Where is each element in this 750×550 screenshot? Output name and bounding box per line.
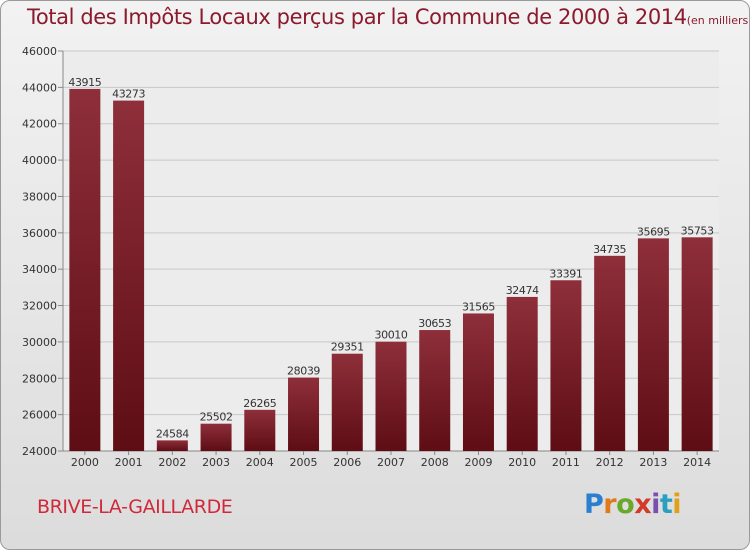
x-tick-label: 2002 [158, 456, 186, 469]
bar [375, 341, 407, 451]
data-label: 25502 [200, 411, 233, 424]
data-label: 33391 [549, 267, 582, 280]
x-tick-label: 2003 [202, 456, 230, 469]
chart-title-unit: (en milliers d'€) [686, 14, 749, 27]
x-tick-label: 2006 [333, 456, 361, 469]
y-tick-label: 32000 [22, 300, 57, 313]
bar [462, 313, 494, 451]
bar [200, 423, 232, 451]
y-tick-label: 38000 [22, 190, 57, 203]
logo-letter: x [634, 489, 652, 520]
bar [244, 409, 276, 451]
bar [506, 296, 538, 451]
data-label: 43273 [112, 88, 145, 101]
data-label: 29351 [331, 341, 364, 354]
x-tick-label: 2014 [683, 456, 711, 469]
x-tick-label: 2013 [639, 456, 667, 469]
logo-letter: t [659, 489, 673, 520]
x-tick-label: 2007 [377, 456, 405, 469]
bar [156, 440, 188, 451]
chart-title-main: Total des Impôts Locaux perçus par la Co… [27, 5, 687, 29]
x-tick-label: 2008 [421, 456, 449, 469]
data-label: 30010 [375, 329, 408, 342]
y-tick-label: 30000 [22, 336, 57, 349]
y-tick-label: 42000 [22, 118, 57, 131]
y-tick-label: 26000 [22, 409, 57, 422]
data-label: 34735 [593, 243, 626, 256]
bar [113, 100, 145, 451]
x-tick-label: 2005 [290, 456, 318, 469]
commune-name: BRIVE-LA-GAILLARDE [37, 496, 233, 518]
data-label: 35753 [681, 224, 714, 237]
x-tick-label: 2000 [71, 456, 99, 469]
bar [550, 280, 582, 451]
bar [69, 88, 101, 451]
x-tick-label: 2004 [246, 456, 274, 469]
data-label: 30653 [418, 317, 451, 330]
logo-letter: r [603, 489, 617, 520]
data-label: 24584 [156, 427, 189, 440]
data-label: 31565 [462, 300, 495, 313]
y-tick-label: 34000 [22, 263, 57, 276]
x-tick-label: 2012 [596, 456, 624, 469]
chart-title: Total des Impôts Locaux perçus par la Co… [27, 5, 749, 29]
y-tick-label: 36000 [22, 227, 57, 240]
bar [331, 353, 363, 451]
logo-letter: P [584, 489, 604, 520]
data-label: 35695 [637, 225, 670, 238]
data-label: 26265 [243, 397, 276, 410]
x-tick-label: 2010 [508, 456, 536, 469]
logo-letter: o [616, 489, 635, 520]
y-tick-label: 28000 [22, 372, 57, 385]
bar [594, 255, 626, 451]
data-label: 43915 [68, 76, 101, 89]
x-tick-label: 2011 [552, 456, 580, 469]
y-tick-label: 40000 [22, 154, 57, 167]
data-label: 28039 [287, 365, 320, 378]
logo-letter: i [651, 489, 660, 520]
bar [419, 330, 451, 451]
bar [681, 237, 713, 451]
bar [637, 238, 669, 451]
x-tick-label: 2009 [464, 456, 492, 469]
x-tick-label: 2001 [115, 456, 143, 469]
y-tick-label: 24000 [22, 445, 57, 458]
y-tick-label: 46000 [22, 45, 57, 58]
logo-letter: i [672, 489, 682, 520]
data-label: 32474 [506, 284, 539, 297]
y-tick-label: 44000 [22, 81, 57, 94]
proxiti-logo: Proxiti [584, 489, 682, 520]
bar [288, 377, 320, 451]
